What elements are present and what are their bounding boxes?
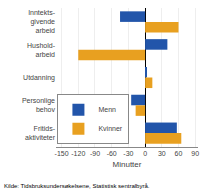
svg-text:-30: -30 [123,150,133,157]
svg-text:Hushold-arbeid: Hushold-arbeid [27,42,56,58]
svg-text:Kilde: Tidsbruksundersøkelsene: Kilde: Tidsbruksundersøkelsene, Statisti… [4,183,150,189]
svg-text:Menn: Menn [98,106,116,113]
svg-text:Kvinner: Kvinner [98,125,122,132]
svg-text:Minutter: Minutter [113,160,142,169]
svg-text:-120: -120 [71,150,85,157]
svg-text:60: 60 [175,150,183,157]
svg-text:Fritids-aktiviteter: Fritids-aktiviteter [25,125,56,141]
svg-text:Utdanning: Utdanning [23,74,55,82]
svg-text:-90: -90 [90,150,100,157]
svg-text:0: 0 [143,150,147,157]
svg-text:Inntekts-givendearbeid: Inntekts-givendearbeid [28,9,56,34]
svg-text:90: 90 [191,150,199,157]
svg-text:-150: -150 [55,150,69,157]
svg-text:30: 30 [158,150,166,157]
svg-text:Personligebehov: Personligebehov [22,97,56,113]
svg-text:-60: -60 [107,150,117,157]
